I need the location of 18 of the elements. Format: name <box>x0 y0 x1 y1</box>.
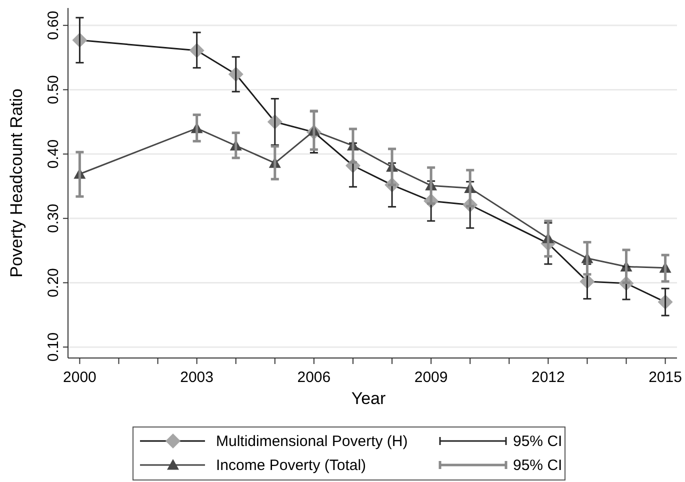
y-tick-label: 0.40 <box>45 139 62 169</box>
x-tick-label: 2015 <box>648 369 682 386</box>
y-tick-label: 0.10 <box>45 332 62 362</box>
y-tick-label: 0.60 <box>45 10 62 40</box>
x-tick-label: 2006 <box>297 369 331 386</box>
y-tick-label: 0.50 <box>45 75 62 104</box>
text: 95% CI <box>513 433 562 450</box>
x-tick-label: 2000 <box>63 369 96 386</box>
x-tick-label: 2003 <box>180 369 214 386</box>
x-axis-title: Year <box>351 389 386 408</box>
legend-label: Income Poverty (Total) <box>216 457 366 474</box>
legend-label: Multidimensional Poverty (H) <box>216 433 408 450</box>
y-axis-title: Poverty Headcount Ratio <box>7 88 26 278</box>
y-tick-label: 0.20 <box>45 268 62 298</box>
y-tick-label: 0.30 <box>45 204 62 233</box>
x-tick-label: 2012 <box>531 369 565 386</box>
x-tick-label: 2009 <box>414 369 448 386</box>
text: 95% CI <box>513 457 562 474</box>
